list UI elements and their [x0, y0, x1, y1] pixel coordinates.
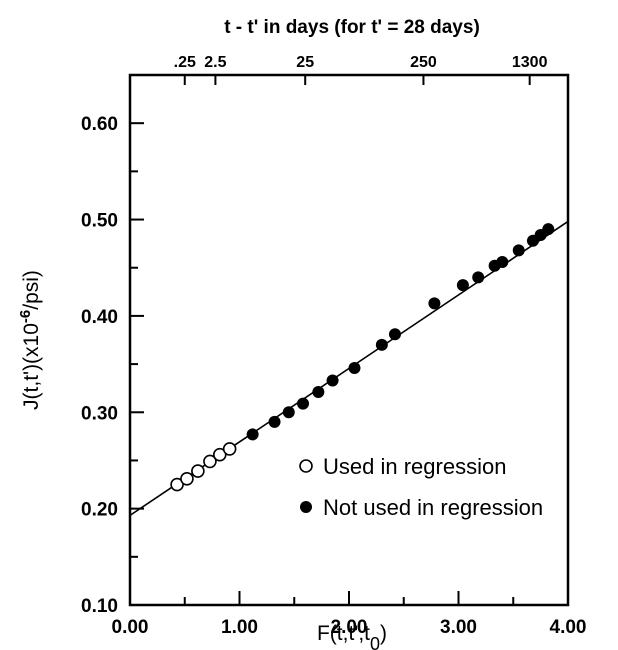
legend-open-circle-marker [299, 459, 313, 473]
data-point-used [191, 464, 205, 478]
x-tick-label: 0.00 [112, 617, 149, 638]
tick-marks [129, 74, 569, 606]
top-tick-label: .25 [174, 54, 196, 71]
x-axis-title-subscript: 0 [370, 634, 380, 650]
data-point-used [170, 477, 184, 492]
legend-filled-circle-marker [300, 501, 312, 513]
plot-frame [128, 73, 570, 607]
y-tick-label: 0.50 [81, 211, 118, 232]
top-axis-title: t - t' in days (for t' = 28 days) [224, 17, 480, 38]
y-axis-title-main: J(t,t')(x10 [20, 323, 43, 410]
x-tick-label: 3.00 [440, 617, 477, 638]
top-tick-label: 25 [296, 54, 314, 71]
y-tick-label: 0.40 [81, 307, 118, 328]
data-point-not-used [312, 386, 325, 399]
top-tick-label: 1300 [512, 54, 548, 71]
y-axis-title-exponent: -6 [17, 310, 34, 323]
data-point-not-used [428, 297, 441, 310]
data-point-used [180, 471, 194, 486]
top-axis-labels: .25 2.5 25 250 1300 [174, 54, 548, 71]
data-point-not-used [297, 397, 310, 410]
y-axis-labels: 0.10 0.20 0.30 0.40 0.50 0.60 [81, 114, 118, 617]
x-tick-label: 1.00 [221, 617, 258, 638]
y-tick-label: 0.10 [81, 596, 118, 617]
data-point-not-used [282, 406, 295, 419]
data-point-not-used [375, 338, 388, 351]
data-point-used [203, 454, 217, 469]
legend-label-not-used: Not used in regression [323, 495, 543, 520]
data-point-not-used [456, 279, 469, 292]
legend-label-used: Used in regression [323, 454, 506, 479]
x-axis-title-main: F(t,t',t [317, 622, 370, 645]
data-point-not-used [512, 244, 525, 257]
x-tick-label: 4.00 [550, 617, 587, 638]
data-point-not-used [388, 328, 401, 341]
y-tick-label: 0.60 [81, 114, 118, 135]
x-tick-label: 2.00 [331, 617, 368, 638]
data-point-not-used [326, 374, 339, 387]
data-point-not-used [472, 271, 485, 284]
data-point-not-used [268, 415, 281, 428]
top-tick-label: 250 [410, 54, 437, 71]
legend: Used in regression Not used in regressio… [299, 454, 543, 520]
y-tick-label: 0.30 [81, 403, 118, 424]
data-point-not-used [542, 223, 555, 236]
x-axis-labels: 0.00 1.00 2.00 3.00 4.00 [112, 617, 587, 638]
y-tick-label: 0.20 [81, 500, 118, 521]
x-axis-title: F(t,t',t0) [317, 622, 387, 650]
data-point-not-used [348, 361, 361, 374]
y-axis-title: J(t,t')(x10-6/psi) [17, 270, 44, 410]
chart-marks [129, 220, 569, 517]
x-axis-title-tail: ) [380, 622, 387, 645]
top-tick-label: 2.5 [204, 54, 226, 71]
data-point-used [222, 442, 237, 456]
y-axis-title-tail: /psi) [20, 270, 43, 310]
data-point-not-used [246, 428, 259, 441]
data-point-used [212, 447, 227, 462]
data-point-not-used [496, 255, 509, 268]
